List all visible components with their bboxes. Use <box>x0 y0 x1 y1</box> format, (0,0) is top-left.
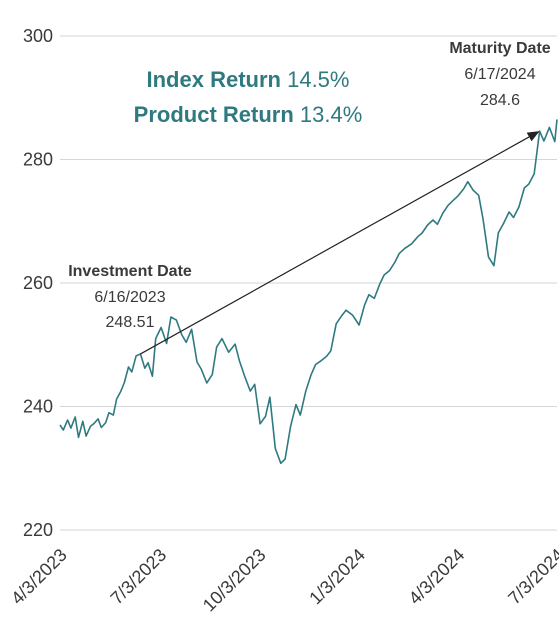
investment-level-value: 248.51 <box>106 314 155 331</box>
y-tick-label: 280 <box>23 150 53 170</box>
y-tick-label: 220 <box>23 520 53 540</box>
return-arrow <box>140 136 530 355</box>
investment-date-title: Investment Date <box>68 263 192 280</box>
y-axis-ticks: 300 280 260 240 220 <box>23 26 53 540</box>
x-axis-ticks: 4/3/2023 7/3/2023 10/3/2023 1/3/2024 4/3/202… <box>7 545 559 616</box>
y-tick-label: 240 <box>23 397 53 417</box>
index-price-line <box>59 119 558 465</box>
product-return-value: 13.4% <box>300 102 362 127</box>
index-return-headline: Index Return 14.5% <box>147 67 350 92</box>
product-return-headline: Product Return 13.4% <box>134 102 363 127</box>
product-return-label: Product Return <box>134 102 294 127</box>
x-tick-label: 7/3/2024 <box>504 545 559 609</box>
x-tick-label: 4/3/2023 <box>7 545 71 609</box>
gridlines <box>60 35 557 531</box>
x-tick-label: 10/3/2023 <box>199 545 270 616</box>
x-tick-label: 1/3/2024 <box>305 545 369 609</box>
return-arrowhead <box>526 131 540 142</box>
x-tick-label: 7/3/2023 <box>107 545 171 609</box>
y-tick-label: 260 <box>23 273 53 293</box>
index-return-label: Index Return <box>147 67 281 92</box>
y-tick-label: 300 <box>23 26 53 46</box>
x-tick-label: 4/3/2024 <box>405 545 469 609</box>
maturity-date-value: 6/17/2024 <box>464 66 535 83</box>
index-return-value: 14.5% <box>287 67 349 92</box>
maturity-date-title: Maturity Date <box>449 40 550 57</box>
maturity-level-value: 284.6 <box>480 92 520 109</box>
investment-date-value: 6/16/2023 <box>94 289 165 306</box>
